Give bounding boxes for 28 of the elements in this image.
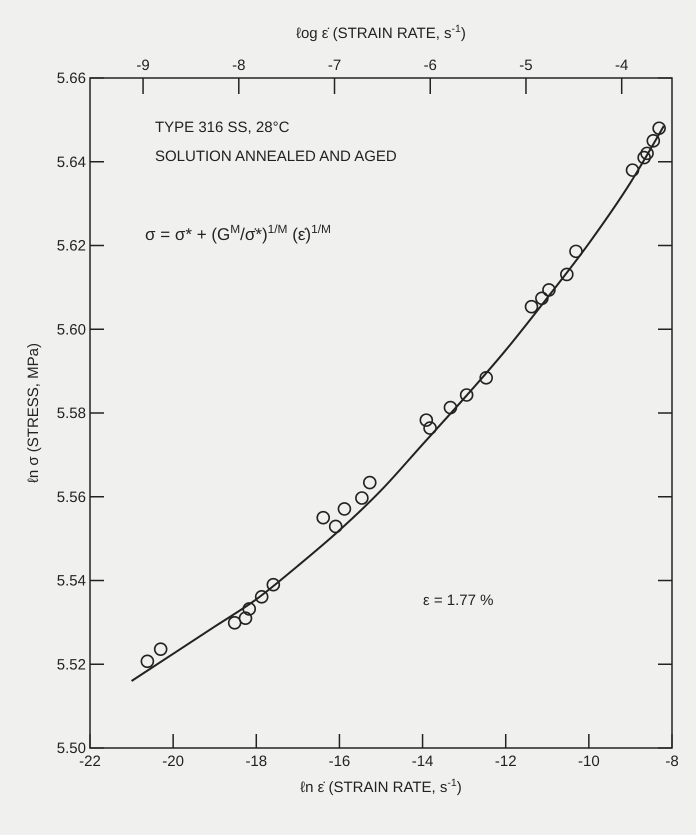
x2-tick-label: -6 bbox=[424, 57, 437, 74]
annotation: SOLUTION ANNEALED AND AGED bbox=[155, 148, 397, 165]
x-tick-label: -12 bbox=[494, 753, 517, 770]
y-tick-label: 5.64 bbox=[56, 154, 86, 171]
x2-tick-label: -9 bbox=[136, 57, 150, 74]
y-tick-label: 5.60 bbox=[56, 321, 86, 338]
y-tick-label: 5.56 bbox=[56, 488, 86, 506]
x-tick-label: -14 bbox=[412, 753, 434, 770]
y-tick-label: 5.66 bbox=[56, 70, 86, 87]
x-tick-label: -20 bbox=[162, 753, 184, 770]
x2-tick-label: -5 bbox=[519, 57, 533, 74]
x2-tick-label: -4 bbox=[615, 57, 628, 74]
annotation: TYPE 316 SS, 28°C bbox=[155, 119, 290, 136]
annotation: σ = σ* + (G$^{M}$/σ̇*)$^{1/M}$ (ε̇)$^{1/M}$ bbox=[145, 222, 331, 244]
x-tick-label: -18 bbox=[245, 753, 268, 770]
x2-tick-label: -7 bbox=[328, 57, 342, 74]
y-axis-title: ℓn σ (STRESS, MPa) bbox=[25, 343, 42, 483]
x-axis-title: ℓn ε̇ (STRAIN RATE, s$^{-1}$) bbox=[300, 777, 462, 796]
x-tick-label: -10 bbox=[578, 753, 600, 770]
y-tick-label: 5.52 bbox=[56, 656, 86, 674]
y-tick-label: 5.58 bbox=[56, 405, 86, 422]
x2-tick-label: -8 bbox=[232, 57, 246, 74]
annotation: ε = 1.77 % bbox=[423, 592, 494, 609]
y-tick-label: 5.62 bbox=[56, 238, 86, 254]
y-tick-label: 5.54 bbox=[56, 572, 86, 590]
x-tick-label: -8 bbox=[665, 753, 679, 770]
x-tick-label: -16 bbox=[328, 753, 350, 770]
x2-axis-title: ℓog ε̇ (STRAIN RATE, s$^{-1}$) bbox=[296, 23, 466, 42]
